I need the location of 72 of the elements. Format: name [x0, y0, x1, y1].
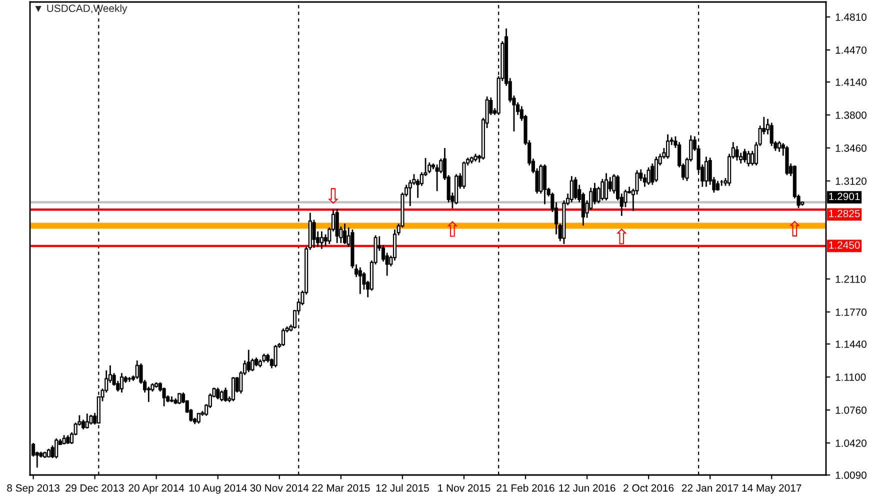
x-tick-label: 12 Jun 2016	[559, 484, 616, 492]
candlestick	[570, 175, 574, 203]
candlestick	[62, 434, 66, 446]
candlestick	[120, 372, 124, 394]
candlestick	[704, 156, 708, 188]
x-tick-label: 20 Apr 2014	[128, 484, 184, 494]
x-tick-label: 12 Jul 2015	[376, 484, 429, 492]
annotation: ⇧	[616, 228, 627, 244]
candlestick	[666, 134, 670, 160]
candlestick	[342, 222, 347, 245]
candlestick	[224, 386, 228, 402]
x-tick-label: 1 Nov 2015	[438, 484, 490, 492]
candlestick	[778, 140, 782, 153]
x-tick-label: 8 Sep 2013	[7, 484, 60, 494]
candlestick	[320, 230, 324, 250]
x-tick-label: 22 Mar 2015	[312, 484, 370, 492]
y-tick-label: 1.1440	[836, 340, 866, 348]
candlestick	[358, 266, 362, 295]
y-tick-label: 1.2110	[836, 275, 866, 283]
candlestick	[604, 172, 608, 202]
candlestick	[135, 360, 139, 380]
x-tick-label: 29 Dec 2013	[66, 484, 124, 492]
candlestick	[716, 180, 720, 192]
ref-line-label: 1.2825	[829, 210, 860, 218]
candlestick	[85, 412, 89, 430]
candlestick	[600, 178, 604, 202]
y-tick-label: 1.3120	[836, 177, 866, 185]
chart-title: ▼ USDCAD,Weekly	[35, 4, 128, 14]
candlestick	[231, 376, 236, 402]
annotation: ⇩	[328, 188, 338, 204]
candlestick	[742, 148, 746, 164]
candlestick	[642, 173, 647, 188]
x-tick-label: 21 Feb 2016	[496, 484, 554, 492]
candlestick	[312, 219, 316, 249]
candlestick	[770, 122, 774, 147]
candlestick	[216, 386, 220, 400]
candlestick	[574, 176, 578, 200]
ref-line-label: 1.2450	[829, 241, 860, 249]
candlestick	[274, 344, 278, 368]
candlestick	[220, 390, 224, 402]
x-tick-label: 2 Oct 2016	[624, 484, 674, 492]
x-tick-label: 30 Nov 2014	[250, 484, 309, 492]
y-tick-label: 1.3800	[836, 111, 866, 119]
y-tick-label: 1.4140	[836, 78, 866, 86]
candlestick	[542, 164, 547, 205]
candlestick	[89, 414, 93, 426]
y-tick-label: 1.4810	[836, 13, 866, 21]
y-tick-label: 1.0420	[836, 439, 866, 447]
candlestick	[246, 349, 250, 373]
x-tick-label: 10 Aug 2014	[189, 484, 247, 494]
ref-line-label: 1.2901	[829, 192, 860, 200]
candlestick	[646, 166, 650, 186]
y-tick-label: 1.0090	[836, 472, 866, 479]
candlestick	[462, 160, 466, 190]
candlestick	[735, 145, 739, 162]
candlestick	[335, 208, 339, 244]
candlestick	[654, 156, 658, 183]
candlestick	[162, 386, 166, 407]
candlestick	[435, 164, 439, 192]
y-tick-label: 1.4470	[836, 46, 866, 54]
candlestick	[428, 162, 432, 174]
y-tick-label: 1.1100	[836, 373, 866, 381]
candlestick	[281, 328, 286, 347]
y-tick-label: 1.0760	[836, 406, 866, 414]
y-tick-label: 1.3460	[836, 144, 866, 152]
x-tick-label: 14 May 2017	[742, 484, 802, 494]
candlestick	[81, 418, 86, 430]
candlestick	[746, 150, 750, 168]
x-tick-label: 22 Jan 2017	[682, 484, 738, 492]
candlestick	[54, 438, 58, 460]
candlestick	[146, 386, 150, 403]
y-tick-label: 1.1770	[836, 308, 866, 316]
